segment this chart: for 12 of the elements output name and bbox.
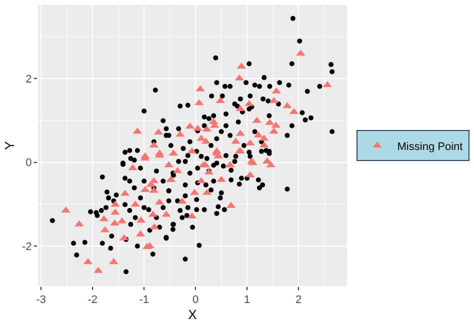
y-tick-label: 0 [26, 157, 32, 170]
x-axis-title: X [188, 306, 198, 322]
x-tick-label: 2 [296, 294, 302, 306]
y-axis-title: Y [2, 140, 17, 150]
x-tick-label: -1 [139, 294, 149, 306]
x-tick-label: 0 [192, 294, 199, 306]
y-tick-label: -2 [22, 241, 32, 254]
x-tick-label: -3 [36, 294, 46, 306]
x-tick-label: 1 [244, 294, 250, 306]
legend-label: Missing Point [397, 140, 463, 153]
y-tick-label: 2 [26, 73, 32, 86]
x-tick-label: -2 [88, 294, 98, 306]
